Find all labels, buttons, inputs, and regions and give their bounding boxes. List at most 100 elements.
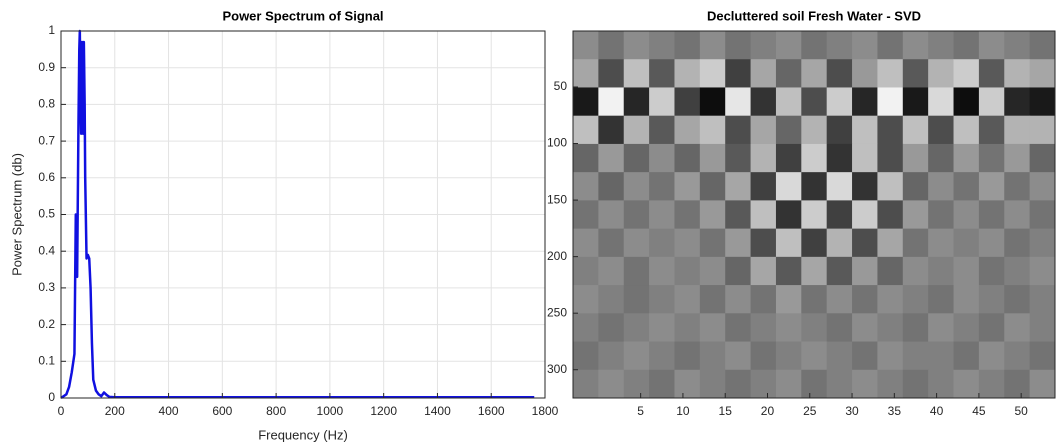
heatmap-cell <box>852 31 878 60</box>
heatmap-cell <box>953 228 980 258</box>
heatmap-cell <box>801 87 828 117</box>
heatmap-cell <box>750 115 777 145</box>
heatmap-cell <box>775 200 802 230</box>
heatmap-cell <box>978 228 1005 258</box>
heatmap-cell <box>1029 256 1056 286</box>
heatmap-cell <box>649 31 675 60</box>
heatmap-cell <box>775 313 802 343</box>
heatmap-cell <box>598 87 625 117</box>
heatmap-cell <box>623 200 650 230</box>
heatmap-cell <box>826 285 853 314</box>
heatmap <box>573 31 1056 399</box>
heatmap-cell <box>699 87 726 117</box>
heatmap-cell <box>674 31 701 60</box>
heatmap-cell <box>598 115 625 145</box>
heatmap-cell <box>775 172 802 201</box>
chart-title: Decluttered soil Fresh Water - SVD <box>707 8 921 23</box>
heatmap-cell <box>725 87 752 117</box>
y-tick-label: 150 <box>547 192 567 206</box>
axes-box <box>572 30 1056 399</box>
heatmap-cell <box>725 200 752 230</box>
x-axis-label: Frequency (Hz) <box>258 427 348 442</box>
heatmap-cell <box>623 172 650 201</box>
heatmap-cell <box>623 256 650 286</box>
heatmap-cell <box>877 228 904 258</box>
heatmap-cell <box>953 115 980 145</box>
heatmap-cell <box>674 369 701 399</box>
heatmap-cell <box>623 115 650 145</box>
heatmap-cell <box>1029 87 1056 117</box>
y-tick-label: 100 <box>547 136 567 150</box>
heatmap-cell <box>598 172 625 201</box>
heatmap-cell <box>674 341 701 371</box>
heatmap-cell <box>649 313 675 343</box>
heatmap-cell <box>598 143 625 173</box>
x-tick-label: 15 <box>719 404 733 418</box>
heatmap-cell <box>699 341 726 371</box>
heatmap-cell <box>750 31 777 60</box>
heatmap-cell <box>852 256 878 286</box>
heatmap-cell <box>953 256 980 286</box>
heatmap-cell <box>1029 31 1056 60</box>
heatmap-cell <box>801 341 828 371</box>
x-tick-label: 1000 <box>317 404 344 418</box>
y-tick-label: 0.5 <box>38 207 55 221</box>
heatmap-cell <box>1029 200 1056 230</box>
heatmap-cell <box>978 31 1005 60</box>
y-tick-label: 1 <box>48 23 55 37</box>
heatmap-cell <box>928 115 955 145</box>
y-tick-label: 300 <box>547 362 567 376</box>
heatmap-cell <box>877 59 904 88</box>
heatmap-cell <box>1029 285 1056 314</box>
heatmap-cell <box>1004 341 1031 371</box>
heatmap-cell <box>877 313 904 343</box>
heatmap-cell <box>826 87 853 117</box>
heatmap-cell <box>725 115 752 145</box>
y-tick-label: 50 <box>554 79 568 93</box>
heatmap-cell <box>573 228 599 258</box>
x-tick-label: 1600 <box>478 404 505 418</box>
heatmap-cell <box>978 87 1005 117</box>
heatmap-cell <box>699 31 726 60</box>
heatmap-cell <box>953 341 980 371</box>
heatmap-cell <box>1004 115 1031 145</box>
heatmap-cell <box>801 59 828 88</box>
heatmap-cell <box>573 313 599 343</box>
heatmap-cell <box>877 87 904 117</box>
x-tick-label: 800 <box>266 404 286 418</box>
heatmap-cell <box>1029 341 1056 371</box>
heatmap-cell <box>902 87 929 117</box>
heatmap-cell <box>978 285 1005 314</box>
heatmap-cell <box>750 285 777 314</box>
heatmap-cell <box>826 256 853 286</box>
heatmap-cell <box>852 172 878 201</box>
heatmap-cell <box>674 228 701 258</box>
heatmap-cell <box>649 256 675 286</box>
x-tick-label: 1800 <box>532 404 559 418</box>
heatmap-cell <box>801 285 828 314</box>
heatmap-cell <box>1004 228 1031 258</box>
heatmap-cell <box>902 31 929 60</box>
heatmap-cell <box>775 143 802 173</box>
heatmap-cell <box>953 172 980 201</box>
heatmap-cell <box>978 200 1005 230</box>
heatmap-cell <box>775 59 802 88</box>
heatmap-cell <box>928 313 955 343</box>
heatmap-cell <box>725 313 752 343</box>
x-tick-label: 40 <box>930 404 944 418</box>
y-tick-label: 0.3 <box>38 280 55 294</box>
heatmap-cell <box>928 172 955 201</box>
heatmap-cell <box>1029 228 1056 258</box>
heatmap-cell <box>826 143 853 173</box>
heatmap-cell <box>953 87 980 117</box>
heatmap-cell <box>928 341 955 371</box>
heatmap-cell <box>750 369 777 399</box>
heatmap-cell <box>928 285 955 314</box>
y-tick-label: 0.4 <box>38 243 55 257</box>
heatmap-cell <box>953 369 980 399</box>
y-tick-label: 0.8 <box>38 97 55 111</box>
heatmap-cell <box>902 172 929 201</box>
heatmap-cell <box>1004 31 1031 60</box>
heatmap-cell <box>928 369 955 399</box>
